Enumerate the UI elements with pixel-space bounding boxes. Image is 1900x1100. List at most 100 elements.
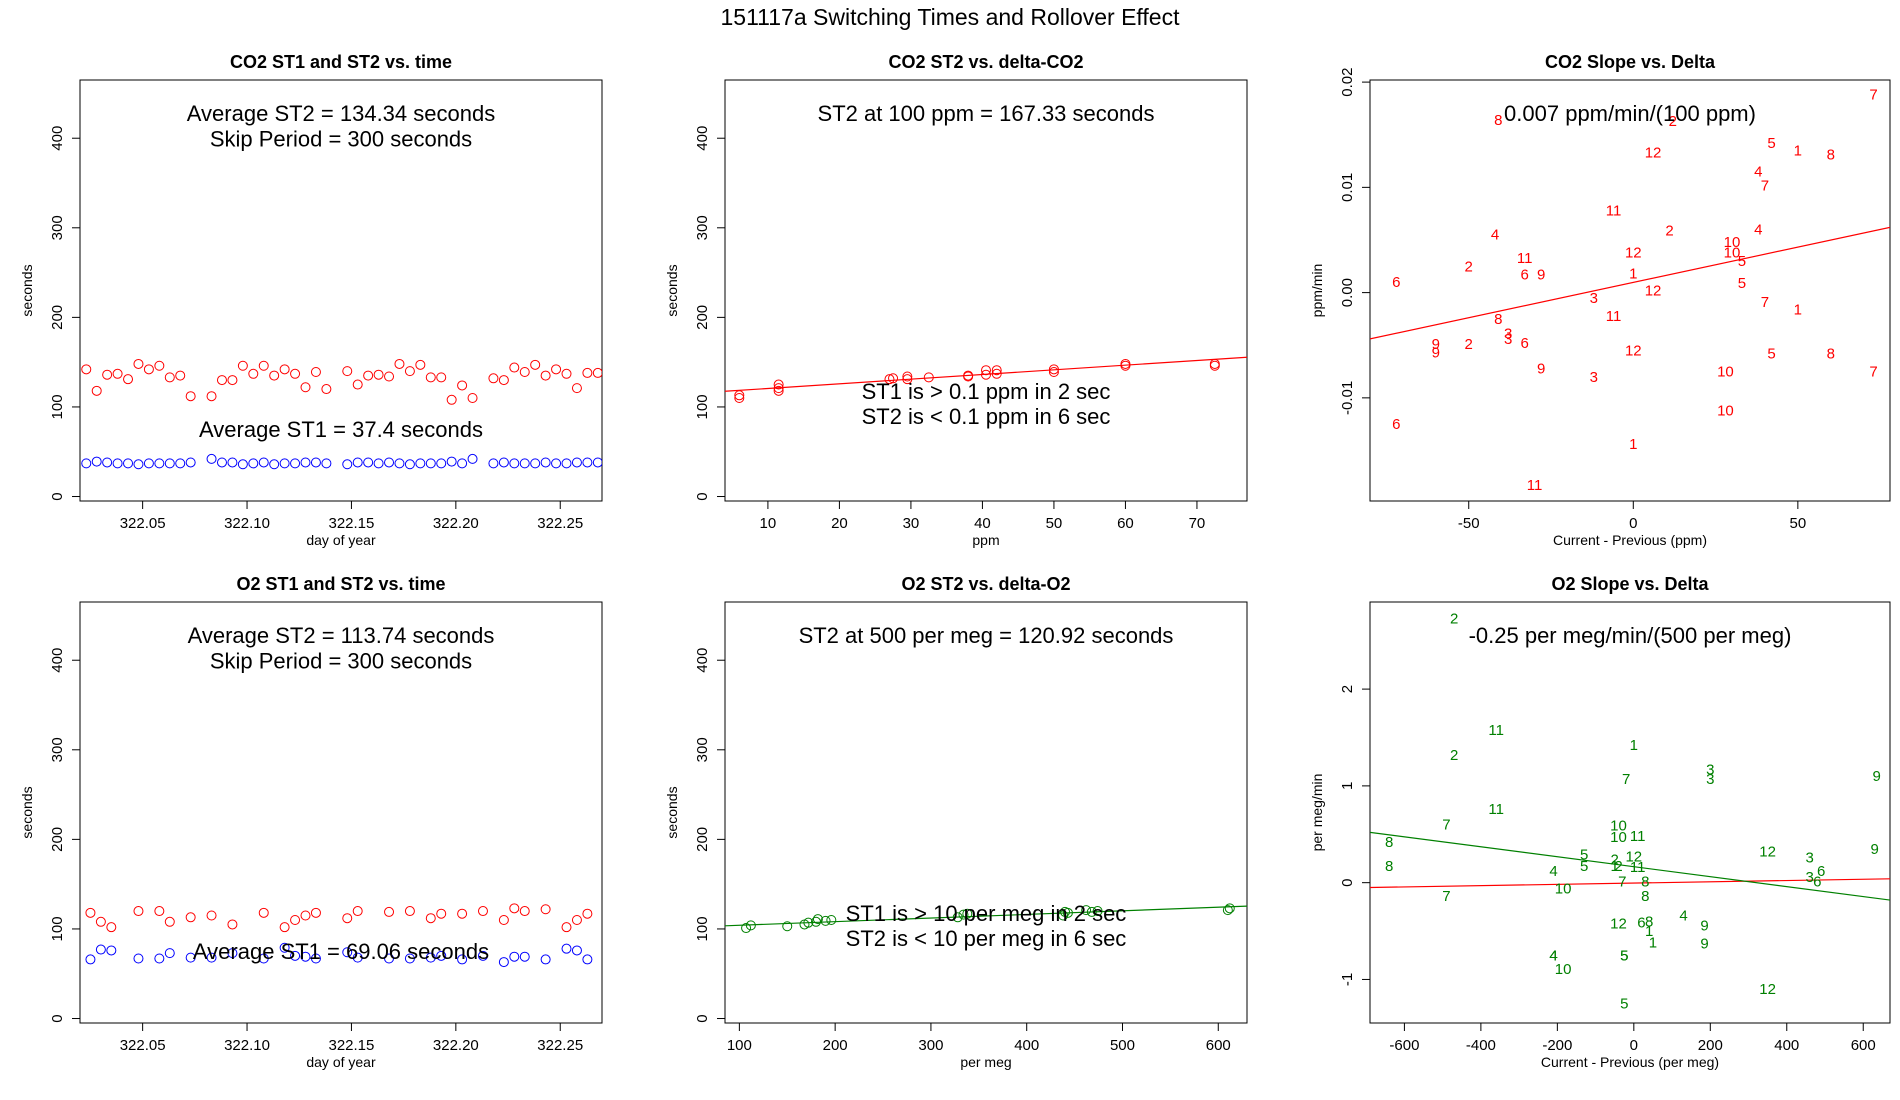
data-label: 12 xyxy=(1610,915,1627,932)
data-point-st2 xyxy=(290,368,301,379)
data-label: 8 xyxy=(1385,858,1393,875)
y-tick-label: 400 xyxy=(694,648,711,673)
data-point-st1 xyxy=(509,458,520,469)
data-point-st2 xyxy=(745,920,756,931)
plot-data xyxy=(85,903,593,968)
x-tick-label: 20 xyxy=(831,515,848,532)
data-label: 2 xyxy=(1669,113,1677,130)
data-point-st1 xyxy=(143,458,154,469)
chart-title: CO2 ST1 and ST2 vs. time xyxy=(230,52,452,72)
data-label: 11 xyxy=(1488,801,1504,818)
data-label: 9 xyxy=(1432,345,1440,362)
chart-title: O2 ST2 vs. delta-O2 xyxy=(901,574,1070,594)
chart-co2_slope: CO2 Slope vs. Delta -50 0 50 -0.01 0.00 0.01 0.… xyxy=(1309,52,1891,548)
data-point-st1 xyxy=(227,457,238,468)
data-point-st1 xyxy=(519,458,530,469)
data-label: 11 xyxy=(1630,859,1646,876)
data-label: 8 xyxy=(1385,834,1393,851)
plot-frame xyxy=(724,79,1248,502)
data-point-st2 xyxy=(164,372,175,383)
data-point-st2 xyxy=(342,366,353,377)
data-point-st2 xyxy=(923,372,934,383)
data-point-st2 xyxy=(185,912,196,923)
chart-co2_delta: CO2 ST2 vs. delta-CO2 10 20 30 40 50 60 70 0 100 2… xyxy=(664,52,1248,548)
x-tick-label: -400 xyxy=(1466,1037,1496,1054)
y-tick-label: 0.02 xyxy=(1339,68,1356,97)
data-point-st1 xyxy=(91,456,102,467)
data-point-st2 xyxy=(981,369,991,380)
data-point-st2 xyxy=(773,379,784,390)
data-label: 10 xyxy=(1555,880,1572,897)
data-point-st2 xyxy=(446,394,457,405)
data-point-st1 xyxy=(81,458,92,469)
data-point-st2 xyxy=(425,913,436,924)
data-label: 5 xyxy=(1738,275,1746,292)
data-point-st2 xyxy=(509,903,520,914)
y-tick-label: 0.01 xyxy=(1339,173,1356,202)
data-label: 9 xyxy=(1700,917,1708,934)
x-tick-label: 322.25 xyxy=(537,1037,583,1054)
data-point-st1 xyxy=(540,457,551,468)
annotation: Average ST1 = 37.4 seconds xyxy=(199,417,483,442)
data-point-st2 xyxy=(1092,906,1103,917)
data-point-st2 xyxy=(237,360,248,371)
data-point-st2 xyxy=(782,921,793,932)
data-point-st2 xyxy=(498,375,509,386)
x-tick-label: 400 xyxy=(1014,1037,1039,1054)
data-point-st2 xyxy=(467,392,478,403)
x-tick-label: 322.05 xyxy=(120,515,166,532)
data-point-st1 xyxy=(384,457,395,468)
data-label: 3 xyxy=(1806,869,1814,886)
data-point-st1 xyxy=(415,458,426,469)
data-point-st1 xyxy=(488,458,499,469)
y-tick-label: 300 xyxy=(694,737,711,762)
data-point-st1 xyxy=(384,953,395,964)
y-tick-label: 300 xyxy=(49,737,66,762)
data-point-st2 xyxy=(962,908,973,919)
data-point-st2 xyxy=(561,922,572,933)
data-label: 9 xyxy=(1537,360,1545,377)
y-tick-label: 200 xyxy=(694,827,711,852)
data-point-st1 xyxy=(112,458,123,469)
data-point-st1 xyxy=(582,954,593,965)
y-tick-label: 0.00 xyxy=(1339,278,1356,307)
data-point-st1 xyxy=(175,458,186,469)
y-tick-label: 0 xyxy=(49,492,66,500)
x-tick-label: 200 xyxy=(823,1037,848,1054)
x-tick-label: 0 xyxy=(1630,1037,1638,1054)
data-point-st2 xyxy=(415,359,426,370)
x-tick-label: 0 xyxy=(1629,515,1637,532)
x-tick-label: -50 xyxy=(1458,515,1480,532)
x-tick-label: 322.20 xyxy=(433,1037,479,1054)
data-label: 3 xyxy=(1706,761,1714,778)
data-label: 1 xyxy=(1794,143,1802,160)
data-point-st1 xyxy=(279,458,290,469)
data-point-st2 xyxy=(958,909,969,920)
data-point-st2 xyxy=(519,906,530,917)
data-point-st1 xyxy=(436,458,447,469)
data-point-st2 xyxy=(102,369,113,380)
y-tick-label: 0 xyxy=(1339,878,1356,886)
x-tick-label: 322.25 xyxy=(537,515,583,532)
data-point-st2 xyxy=(952,912,963,923)
data-point-st2 xyxy=(85,907,96,918)
data-point-st1 xyxy=(530,458,541,469)
data-point-st1 xyxy=(373,458,384,469)
plot-frame xyxy=(1369,79,1891,502)
data-label: 7 xyxy=(1761,177,1769,194)
data-point-st2 xyxy=(826,914,837,925)
x-tick-label: 322.15 xyxy=(328,1037,374,1054)
data-point-st2 xyxy=(404,906,415,917)
data-label: 10 xyxy=(1717,364,1734,381)
data-point-st2 xyxy=(269,370,280,381)
data-point-st2 xyxy=(227,375,238,386)
data-label: 11 xyxy=(1630,828,1646,845)
data-label: 2 xyxy=(1465,258,1473,275)
data-point-st2 xyxy=(154,906,165,917)
data-label: 5 xyxy=(1767,346,1775,363)
data-point-st2 xyxy=(477,906,488,917)
data-point-st1 xyxy=(467,453,478,464)
data-label: 5 xyxy=(1620,947,1628,964)
data-label: 7 xyxy=(1442,888,1450,905)
